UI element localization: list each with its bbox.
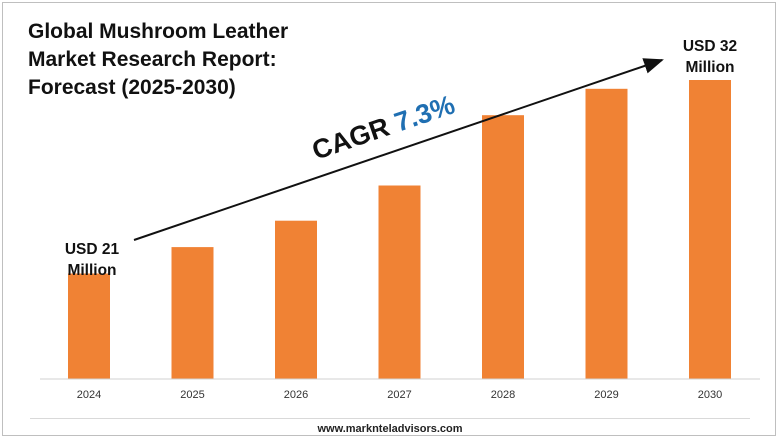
- start-value-label: USD 21 Million: [52, 239, 132, 281]
- x-tick-label-2030: 2030: [698, 389, 722, 401]
- x-tick-label-2024: 2024: [77, 389, 101, 401]
- bar-2024: [68, 273, 110, 379]
- bar-2029: [585, 88, 628, 380]
- start-value-line-1: USD 21: [64, 241, 120, 258]
- bar-2030: [689, 80, 731, 379]
- cagr-prefix: CAGR: [308, 109, 400, 165]
- bar-2028: [482, 115, 524, 379]
- x-tick-label-2028: 2028: [491, 389, 515, 401]
- source-url: www.marknteladvisors.com: [0, 418, 780, 440]
- bar-2026: [275, 220, 317, 379]
- x-tick-label-2026: 2026: [284, 389, 308, 401]
- bar-2025: [171, 247, 214, 379]
- x-tick-label-2029: 2029: [594, 389, 618, 401]
- chart-title: Global Mushroom Leather Market Research …: [28, 18, 328, 102]
- cagr-arrow: [133, 58, 664, 241]
- end-value-label: USD 32 Million: [668, 36, 752, 78]
- bar-2027: [378, 185, 421, 379]
- title-line-2: Market Research Report:: [28, 48, 277, 71]
- end-value-line-2: Million: [685, 59, 735, 76]
- title-line-1: Global Mushroom Leather: [28, 20, 289, 43]
- x-tick-label-2025: 2025: [180, 389, 204, 401]
- title-line-3: Forecast (2025-2030): [28, 76, 236, 99]
- cagr-value: 7.3%: [391, 89, 459, 137]
- start-value-line-2: Million: [67, 262, 117, 279]
- end-value-line-1: USD 32: [682, 38, 738, 55]
- x-tick-label-2027: 2027: [387, 389, 411, 401]
